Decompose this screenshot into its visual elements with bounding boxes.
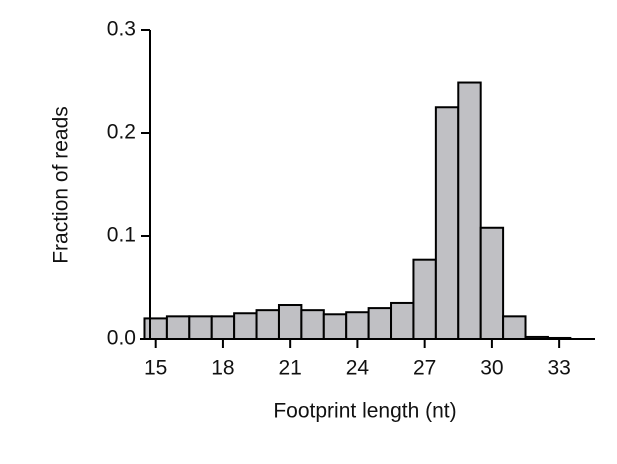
- bar: [434, 106, 460, 340]
- bar: [165, 315, 191, 340]
- x-tick-label: 24: [346, 357, 370, 380]
- x-tick-label: 33: [547, 357, 570, 380]
- bar: [210, 315, 236, 340]
- bar: [322, 313, 348, 340]
- y-tick-label: 0.1: [107, 224, 136, 247]
- y-tick-label: 0.0: [107, 327, 136, 350]
- bar: [188, 315, 213, 340]
- bar: [277, 304, 303, 341]
- x-axis-label: Footprint length (nt): [273, 400, 456, 423]
- x-tick-label: 18: [211, 357, 234, 380]
- x-tick-label: 21: [278, 357, 301, 380]
- bar: [479, 226, 505, 340]
- bar: [457, 81, 482, 340]
- bar: [143, 317, 168, 340]
- bar: [300, 309, 325, 341]
- y-tick-label: 0.3: [107, 18, 136, 41]
- y-tick-label: 0.2: [107, 121, 136, 144]
- bar: [255, 309, 280, 341]
- bar: [367, 307, 393, 341]
- bar: [233, 312, 258, 340]
- bar: [345, 311, 370, 341]
- y-axis-label: Fraction of reads: [50, 106, 73, 264]
- bar: [390, 301, 415, 341]
- x-tick-label: 15: [144, 357, 167, 380]
- bar: [412, 258, 437, 340]
- x-tick-label: 27: [413, 357, 436, 380]
- x-tick-label: 30: [480, 357, 503, 380]
- bar: [502, 315, 527, 340]
